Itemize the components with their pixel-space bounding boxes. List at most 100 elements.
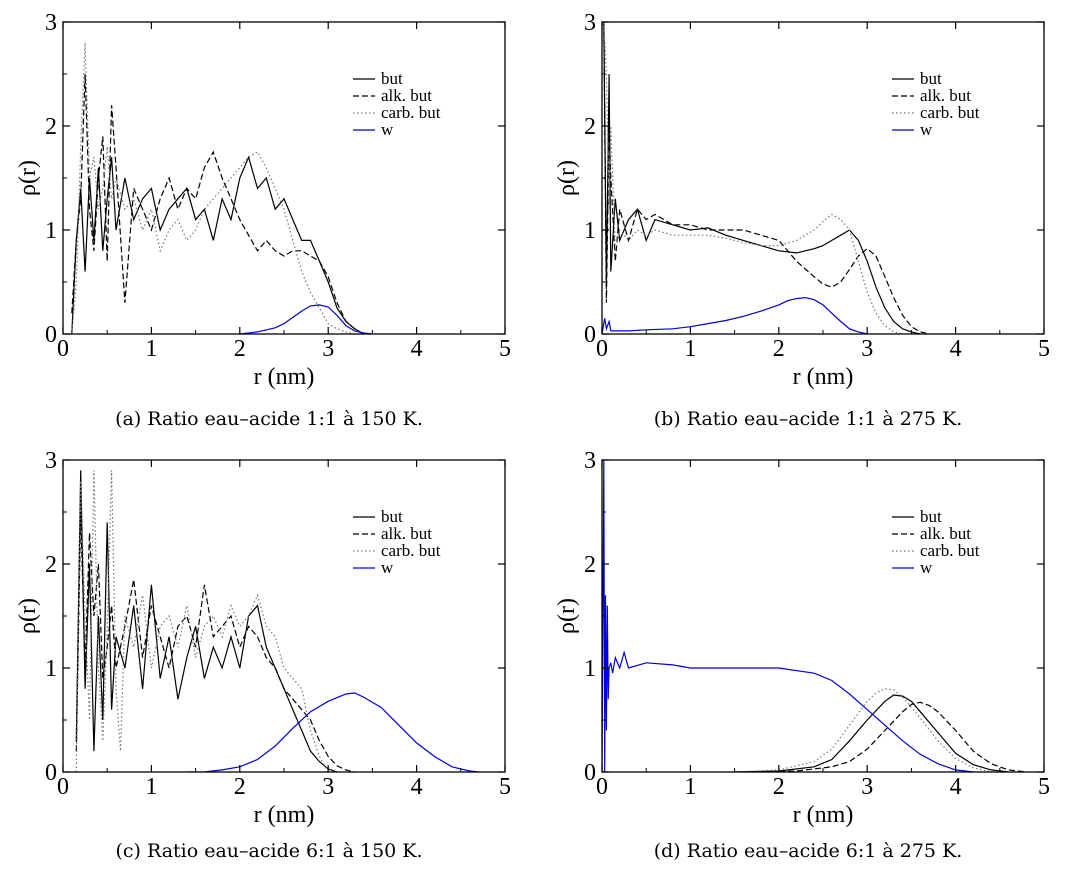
y-tick-label: 3	[584, 448, 596, 474]
x-tick-label: 5	[1038, 774, 1050, 800]
legend-label: w	[920, 120, 933, 139]
y-tick-label: 1	[45, 218, 57, 244]
x-tick-label: 1	[145, 336, 157, 362]
y-tick-label: 0	[45, 322, 57, 348]
plot-frame	[601, 21, 1045, 335]
series-line-carb-but	[603, 22, 903, 334]
panel-a: 0 1 2 3 4 5 0 1 2 3 r (nm) ρ(r) but alk. but carb. but…	[0, 0, 538, 438]
y-tick-label: 2	[584, 552, 596, 578]
legend-label: carb. but	[920, 541, 980, 560]
series-line-w	[186, 692, 479, 772]
x-tick-label: 4	[411, 774, 423, 800]
x-axis-label: r (nm)	[793, 802, 854, 828]
x-tick-label: 2	[773, 774, 785, 800]
legend-label: w	[381, 120, 394, 139]
legend-label: carb. but	[381, 103, 441, 122]
y-tick-label: 0	[584, 760, 596, 786]
y-tick-label: 3	[45, 448, 57, 474]
y-axis-label: ρ(r)	[15, 160, 41, 196]
plot-frame	[62, 21, 506, 335]
x-tick-label: 5	[499, 774, 511, 800]
series-line-but	[75, 470, 338, 772]
panel-b: 0 1 2 3 4 5 0 1 2 3 r (nm) ρ(r) but alk. but carb. but…	[539, 0, 1077, 438]
legend-label: alk. but	[920, 86, 971, 105]
y-axis-label: ρ(r)	[15, 598, 41, 634]
x-tick-label: 0	[596, 774, 608, 800]
y-tick-label: 2	[45, 114, 57, 140]
series-line-carb-but	[75, 470, 329, 772]
series-line-but	[603, 22, 921, 334]
legend-label: alk. but	[920, 524, 971, 543]
x-tick-label: 0	[57, 774, 69, 800]
series-line-carb-but	[71, 42, 364, 334]
legend-label: but	[920, 507, 942, 526]
panel-c: 0 1 2 3 4 5 0 1 2 3 r (nm) ρ(r) but alk. but carb. but…	[0, 438, 538, 876]
legend-label: w	[381, 558, 394, 577]
x-axis-label: r (nm)	[254, 364, 315, 390]
y-tick-label: 3	[45, 10, 57, 36]
y-tick-label: 0	[45, 760, 57, 786]
plot-area	[602, 22, 930, 334]
plot-area	[602, 460, 1027, 772]
x-tick-label: 2	[234, 774, 246, 800]
x-tick-label: 4	[950, 336, 962, 362]
series-line-alk-but	[75, 511, 355, 772]
caption-d: (d) Ratio eau–acide 6:1 à 275 K.	[653, 840, 963, 862]
legend-label: alk. but	[381, 524, 432, 543]
y-tick-label: 0	[584, 322, 596, 348]
x-tick-label: 0	[596, 336, 608, 362]
series-line-w	[239, 304, 373, 334]
x-axis-label: r (nm)	[254, 802, 315, 828]
panel-d: 0 1 2 3 4 5 0 1 2 3 r (nm) ρ(r) but alk. but carb. but…	[539, 438, 1077, 876]
legend-label: but	[381, 507, 403, 526]
series-line-but	[71, 155, 364, 334]
y-tick-label: 1	[45, 656, 57, 682]
legend-label: w	[920, 558, 933, 577]
x-tick-label: 1	[684, 774, 696, 800]
caption-c: (c) Ratio eau–acide 6:1 à 150 K.	[115, 840, 423, 862]
y-tick-label: 1	[584, 218, 596, 244]
x-tick-label: 5	[499, 336, 511, 362]
series-line-carb-but	[734, 688, 992, 772]
series-line-w	[602, 460, 974, 772]
x-axis-label: r (nm)	[793, 364, 854, 390]
x-tick-label: 1	[684, 336, 696, 362]
x-tick-label: 5	[1038, 336, 1050, 362]
series-line-but	[734, 694, 1009, 772]
plot-frame	[601, 459, 1045, 773]
y-tick-label: 2	[45, 552, 57, 578]
legend-label: alk. but	[381, 86, 432, 105]
legend-label: but	[920, 69, 942, 88]
x-tick-label: 2	[773, 336, 785, 362]
x-tick-label: 4	[411, 336, 423, 362]
x-tick-label: 2	[234, 336, 246, 362]
plot-frame	[62, 459, 506, 773]
x-tick-label: 4	[950, 774, 962, 800]
y-tick-label: 2	[584, 114, 596, 140]
legend-label: but	[381, 69, 403, 88]
plot-area	[75, 470, 479, 772]
y-tick-label: 3	[584, 10, 596, 36]
x-tick-label: 1	[145, 774, 157, 800]
plot-area	[71, 42, 373, 334]
series-line-alk-but	[603, 22, 930, 334]
x-tick-label: 3	[861, 336, 873, 362]
y-axis-label: ρ(r)	[554, 598, 580, 634]
series-line-alk-but	[71, 73, 364, 334]
x-tick-label: 3	[861, 774, 873, 800]
series-line-w	[602, 296, 868, 334]
legend-label: carb. but	[381, 541, 441, 560]
x-tick-label: 3	[322, 774, 334, 800]
x-tick-label: 0	[57, 336, 69, 362]
y-axis-label: ρ(r)	[554, 160, 580, 196]
y-tick-label: 1	[584, 656, 596, 682]
legend-label: carb. but	[920, 103, 980, 122]
series-line-alk-but	[761, 701, 1027, 772]
x-tick-label: 3	[322, 336, 334, 362]
caption-a: (a) Ratio eau–acide 1:1 à 150 K.	[115, 408, 423, 430]
caption-b: (b) Ratio eau–acide 1:1 à 275 K.	[653, 408, 963, 430]
